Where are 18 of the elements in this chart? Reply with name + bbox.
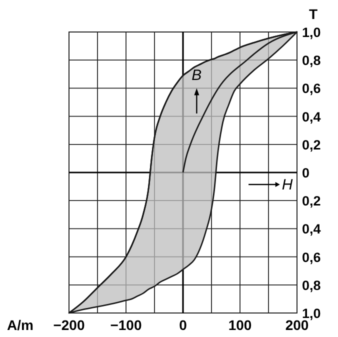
y-tick-label: 0,2: [302, 194, 321, 209]
y-tick-label: 0,8: [302, 278, 322, 293]
y-tick-label: 0,4: [302, 222, 322, 237]
annotation: H: [282, 176, 293, 194]
x-tick-label: −100: [110, 317, 142, 333]
y-tick-label: 0,6: [302, 250, 322, 265]
y-tick-label: 0,8: [302, 53, 322, 68]
y-tick-label: 1,0: [302, 25, 321, 40]
y-axis-title: T: [309, 6, 318, 22]
x-tick-label: 0: [179, 317, 188, 333]
x-axis-title: A/m: [7, 317, 34, 333]
y-tick-label: 0,4: [302, 109, 322, 124]
y-tick-label: 0: [302, 166, 310, 180]
annotation: B: [192, 67, 202, 84]
x-tick-label: 100: [228, 317, 252, 333]
x-tick-label: −200: [53, 317, 85, 333]
y-tick-label: 0,2: [302, 137, 321, 152]
y-tick-label: 0,6: [302, 81, 322, 96]
